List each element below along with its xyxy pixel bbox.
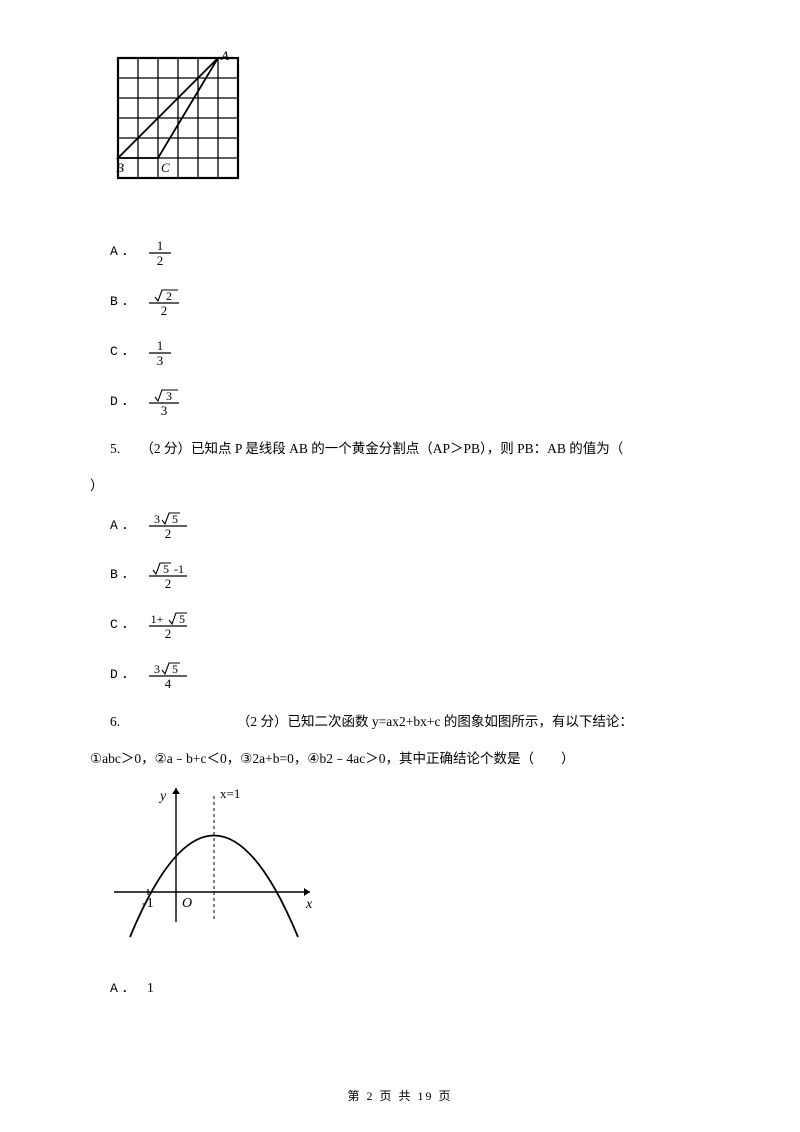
fraction: 22: [147, 287, 181, 317]
fraction: 21: [147, 237, 173, 267]
svg-text:5: 5: [172, 512, 178, 526]
option-letter: A．: [110, 972, 139, 1006]
fraction: 25 -1: [147, 559, 189, 591]
q4-option-b: B． 22: [110, 285, 710, 319]
svg-text:2: 2: [165, 526, 172, 541]
svg-text:2: 2: [166, 289, 172, 303]
svg-text:A: A: [220, 50, 229, 63]
q6-points: （2 分）: [237, 714, 288, 729]
q5-close-paren: ）: [90, 472, 710, 499]
q5-points: （2 分）: [140, 441, 191, 456]
svg-text:3: 3: [154, 512, 160, 526]
grid-triangle-figure: A B C: [110, 50, 710, 215]
q4-option-a: A． 21: [110, 235, 710, 269]
q5-option-d: D． 435: [110, 658, 710, 692]
svg-text:x=1: x=1: [220, 786, 240, 801]
svg-text:C: C: [161, 160, 170, 175]
option-letter: B．: [110, 558, 139, 592]
option-letter: A．: [110, 235, 139, 269]
q4-option-d: D． 33: [110, 385, 710, 419]
option-value: 1: [147, 971, 154, 1007]
q5-text: 已知点 P 是线段 AB 的一个黄金分割点（AP＞PB），则 PB：AB 的值为…: [191, 441, 623, 456]
svg-text:3: 3: [166, 389, 172, 403]
svg-text:O: O: [182, 896, 192, 911]
option-letter: A．: [110, 509, 139, 543]
fraction: 235: [147, 509, 189, 541]
svg-text:1+: 1+: [150, 612, 163, 626]
fraction: 33: [147, 387, 181, 417]
svg-text:5: 5: [163, 562, 169, 576]
svg-text:3: 3: [154, 662, 160, 676]
svg-text:3: 3: [161, 403, 168, 417]
option-letter: D．: [110, 658, 139, 692]
svg-text:B: B: [116, 160, 124, 175]
svg-text:1: 1: [157, 338, 164, 353]
fraction: 435: [147, 659, 189, 691]
fraction: 31: [147, 337, 173, 367]
q5-prefix: 5.: [110, 441, 120, 456]
question-6-line2: ①abc＞0，②a﹣b+c＜0，③2a+b=0，④b2﹣4ac＞0，其中正确结论…: [90, 745, 710, 772]
svg-text:y: y: [158, 789, 167, 804]
svg-text:-1: -1: [174, 562, 184, 576]
svg-text:2: 2: [157, 253, 164, 267]
q5-option-a: A． 235: [110, 509, 710, 543]
svg-text:1: 1: [157, 238, 164, 253]
question-6-line1: 6. （2 分）已知二次函数 y=ax2+bx+c 的图象如图所示，有以下结论：: [110, 708, 710, 735]
q6-prefix: 6.: [110, 714, 120, 729]
q4-option-c: C． 31: [110, 335, 710, 369]
svg-text:2: 2: [165, 626, 172, 641]
q5-option-c: C． 21+ 5: [110, 608, 710, 642]
svg-text:2: 2: [165, 576, 172, 591]
option-letter: D．: [110, 385, 139, 419]
option-letter: C．: [110, 335, 139, 369]
page-footer: 第 2 页 共 19 页: [0, 1087, 800, 1104]
q5-option-b: B． 25 -1: [110, 558, 710, 592]
svg-text:-1: -1: [142, 896, 154, 911]
svg-text:x: x: [305, 897, 313, 912]
svg-text:2: 2: [161, 303, 168, 317]
parabola-figure: -1 Ox y x=1: [110, 782, 710, 957]
q6-option-a: A． 1: [110, 971, 710, 1007]
svg-text:5: 5: [172, 662, 178, 676]
option-letter: C．: [110, 608, 139, 642]
q6-text1: 已知二次函数 y=ax2+bx+c 的图象如图所示，有以下结论：: [288, 714, 633, 729]
svg-text:5: 5: [179, 612, 185, 626]
svg-text:3: 3: [157, 353, 164, 367]
question-5: 5. （2 分）已知点 P 是线段 AB 的一个黄金分割点（AP＞PB），则 P…: [110, 435, 710, 462]
svg-text:4: 4: [165, 676, 172, 691]
option-letter: B．: [110, 285, 139, 319]
fraction: 21+ 5: [147, 609, 189, 641]
